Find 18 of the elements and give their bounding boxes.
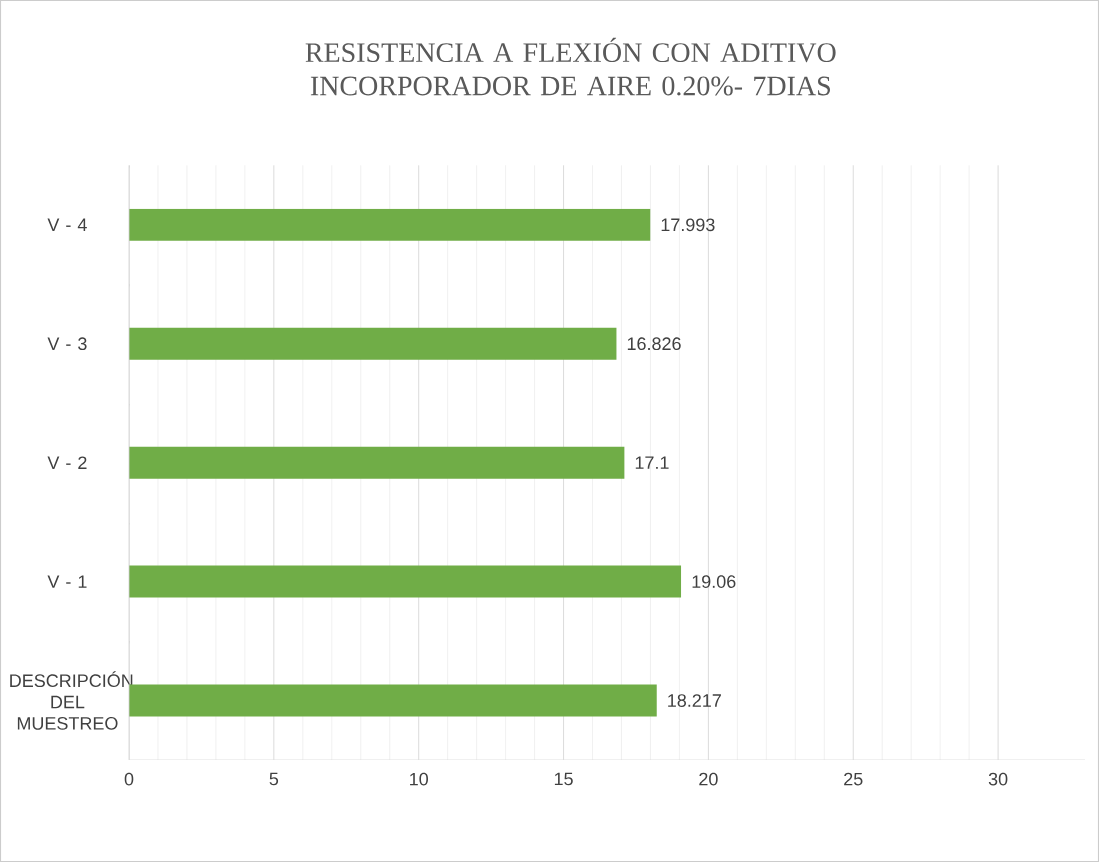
data-label: 17.1 [635,456,669,469]
x-tick-label: 0 [124,772,134,786]
data-label: 17.993 [661,218,715,232]
x-tick-label: 25 [844,772,863,786]
data-label: 18.217 [668,694,721,707]
y-tick-label: DESCRIPCIÓN DEL MUESTREO [10,671,133,730]
data-label: 19.06 [692,575,736,588]
y-tick-label: V - 3 [47,337,87,351]
chart-title: RESISTENCIA A FLEXIÓN CON ADITIVO INCORPORADOR DE AIRE 0.20%- 7DIAS [305,37,836,96]
y-tick-label: V - 4 [47,218,87,231]
y-tick-label: V - 1 [47,575,87,588]
x-tick-label: 20 [699,772,718,786]
x-tick-label: 30 [988,772,1008,786]
y-tick-label: V - 2 [47,456,87,469]
x-tick-label: 15 [554,772,573,786]
data-label: 16.826 [627,337,681,351]
x-tick-label: 5 [269,772,279,786]
x-tick-label: 10 [410,772,428,786]
